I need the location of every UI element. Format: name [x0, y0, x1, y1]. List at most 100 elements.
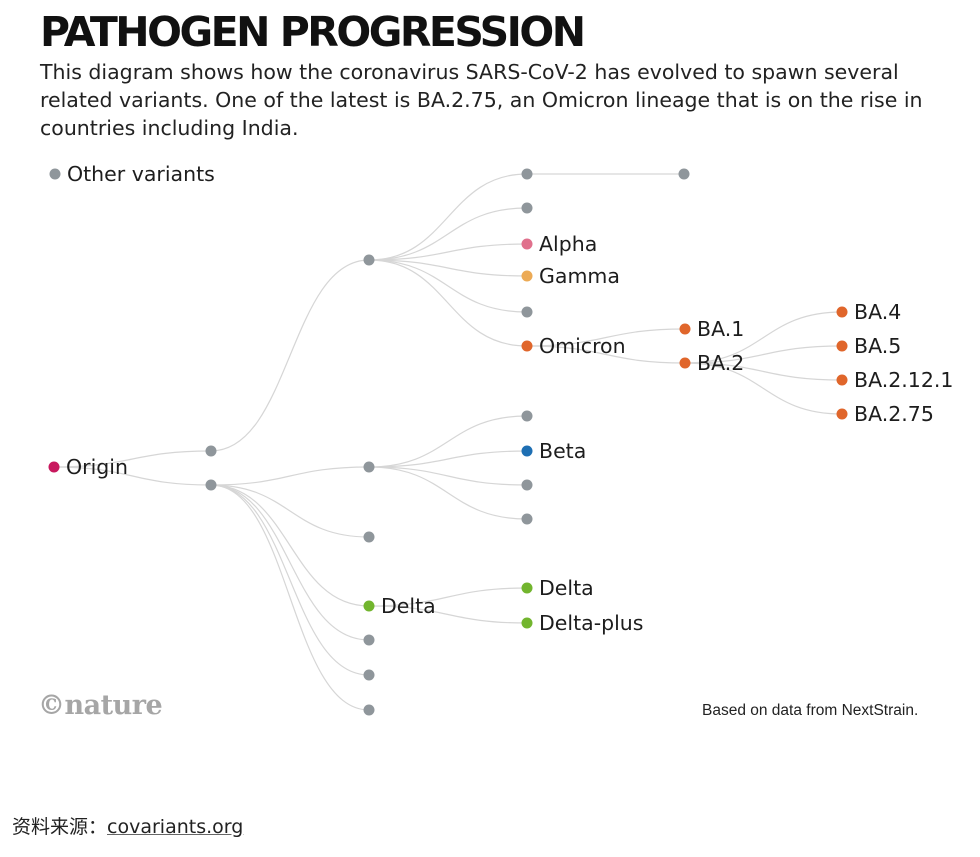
- node-label-origin: Origin: [66, 455, 128, 479]
- node-label-omicron: Omicron: [539, 334, 626, 358]
- node-dot-n-b1: [363, 461, 375, 473]
- node-dot-omicron: [521, 340, 533, 352]
- edge-ba2-ba5: [684, 345, 843, 364]
- node-dot-n-a1a1: [678, 168, 690, 180]
- page-subtitle: This diagram shows how the coronavirus S…: [40, 60, 923, 140]
- node-n-b1: [363, 461, 375, 473]
- edge-omicron-ba1: [526, 328, 686, 347]
- node-dot-n-b3: [363, 634, 375, 646]
- node-origin: Origin: [48, 455, 128, 479]
- edge-ba2-ba275: [684, 362, 843, 415]
- node-label-alpha: Alpha: [539, 232, 597, 256]
- node-label-delta: Delta: [539, 576, 594, 600]
- source-prefix: 资料来源：: [12, 816, 108, 838]
- node-n-a: [205, 445, 217, 457]
- phylogeny-tree: Other variants Alpha Gamma BA.1 BA.4 BA.5 BA.…: [48, 162, 953, 716]
- node-dot-ba1: [679, 323, 691, 335]
- node-ba2121: BA.2.12.1: [836, 368, 953, 392]
- edge-n-b-n-b2: [210, 484, 370, 538]
- node-dot-ba2: [679, 357, 691, 369]
- edge-n-a1-n-a1b: [368, 207, 528, 261]
- source-line: 资料来源：covariants.org: [12, 812, 243, 839]
- node-label-ba2: BA.2: [697, 351, 744, 375]
- node-label-ba1: BA.1: [697, 317, 744, 341]
- node-label-ba5: BA.5: [854, 334, 901, 358]
- node-n-b1a: [521, 410, 533, 422]
- edge-n-b1-n-b1a: [368, 415, 528, 468]
- nature-logo: ©nature: [38, 690, 163, 721]
- edge-n-a1-gamma: [368, 259, 528, 277]
- node-dot-n-b1c: [521, 513, 533, 525]
- tree-edges: [53, 173, 843, 711]
- node-dot-beta: [521, 445, 533, 457]
- node-delta-plus: Delta-plus: [521, 611, 643, 635]
- edge-n-a-n-a1: [210, 259, 370, 452]
- node-label-ba4: BA.4: [854, 300, 901, 324]
- node-dot-n-b1a: [521, 410, 533, 422]
- node-dot-ba4: [836, 306, 848, 318]
- legend-other-label: Other variants: [67, 162, 215, 186]
- node-dot-n-b4: [363, 669, 375, 681]
- edge-ba2-ba4: [684, 311, 843, 364]
- node-n-a1b: [521, 202, 533, 214]
- edge-n-a1-n-a1a: [368, 173, 528, 261]
- node-n-b3: [363, 634, 375, 646]
- node-delta: Delta: [521, 576, 594, 600]
- node-dot-n-a1a: [521, 168, 533, 180]
- node-label-ba2121: BA.2.12.1: [854, 368, 953, 392]
- edge-origin-n-a: [53, 450, 212, 468]
- edge-n-a1-n-a1c: [368, 259, 528, 313]
- node-dot-n-b: [205, 479, 217, 491]
- edge-n-b1-n-b1c: [368, 466, 528, 520]
- node-dot-origin: [48, 461, 60, 473]
- edge-n-b-n-b4: [210, 484, 370, 676]
- node-ba5: BA.5: [836, 334, 901, 358]
- node-delta-parent: Delta: [363, 594, 436, 618]
- node-dot-n-a1c: [521, 306, 533, 318]
- node-dot-ba5: [836, 340, 848, 352]
- node-omicron: Omicron: [521, 334, 626, 358]
- node-alpha: Alpha: [521, 232, 597, 256]
- edge-ba2-ba2121: [684, 362, 843, 381]
- node-dot-n-a: [205, 445, 217, 457]
- edge-n-b-delta-parent: [210, 484, 370, 607]
- legend-other-dot: [49, 168, 61, 180]
- node-n-a1: [363, 254, 375, 266]
- edge-n-a1-alpha: [368, 243, 528, 261]
- data-credit: Based on data from NextStrain.: [702, 702, 919, 719]
- node-n-a1a1: [678, 168, 690, 180]
- edge-delta-parent-delta-plus: [368, 605, 528, 624]
- node-ba2: BA.2: [679, 351, 744, 375]
- edge-n-a1-omicron: [368, 259, 528, 347]
- page-title: PATHOGEN PROGRESSION: [40, 8, 586, 56]
- node-n-a1a: [521, 168, 533, 180]
- legend: Other variants: [49, 162, 215, 186]
- edge-origin-n-b: [53, 466, 212, 486]
- node-dot-delta-parent: [363, 600, 375, 612]
- node-label-beta: Beta: [539, 439, 586, 463]
- edge-omicron-ba2: [526, 345, 686, 364]
- edge-delta-parent-delta: [368, 587, 528, 607]
- node-label-gamma: Gamma: [539, 264, 620, 288]
- tree-nodes: Alpha Gamma BA.1 BA.4 BA.5 BA.2.12.1 BA.2.75 BA…: [48, 168, 953, 716]
- edge-n-b1-beta: [368, 450, 528, 468]
- node-n-b4: [363, 669, 375, 681]
- node-dot-n-a1b: [521, 202, 533, 214]
- node-dot-n-b1b: [521, 479, 533, 491]
- edge-n-b-n-b1: [210, 466, 370, 486]
- edge-n-b1-n-b1b: [368, 466, 528, 486]
- edge-n-b-n-b3: [210, 484, 370, 641]
- node-n-b5: [363, 704, 375, 716]
- node-n-a1c: [521, 306, 533, 318]
- node-label-delta-parent: Delta: [381, 594, 436, 618]
- node-ba4: BA.4: [836, 300, 901, 324]
- node-dot-delta: [521, 582, 533, 594]
- node-gamma: Gamma: [521, 264, 620, 288]
- node-n-b1b: [521, 479, 533, 491]
- node-ba275: BA.2.75: [836, 402, 934, 426]
- node-dot-n-a1: [363, 254, 375, 266]
- node-dot-ba275: [836, 408, 848, 420]
- node-dot-n-b2: [363, 531, 375, 543]
- source-link[interactable]: covariants.org: [107, 816, 244, 838]
- node-dot-alpha: [521, 238, 533, 250]
